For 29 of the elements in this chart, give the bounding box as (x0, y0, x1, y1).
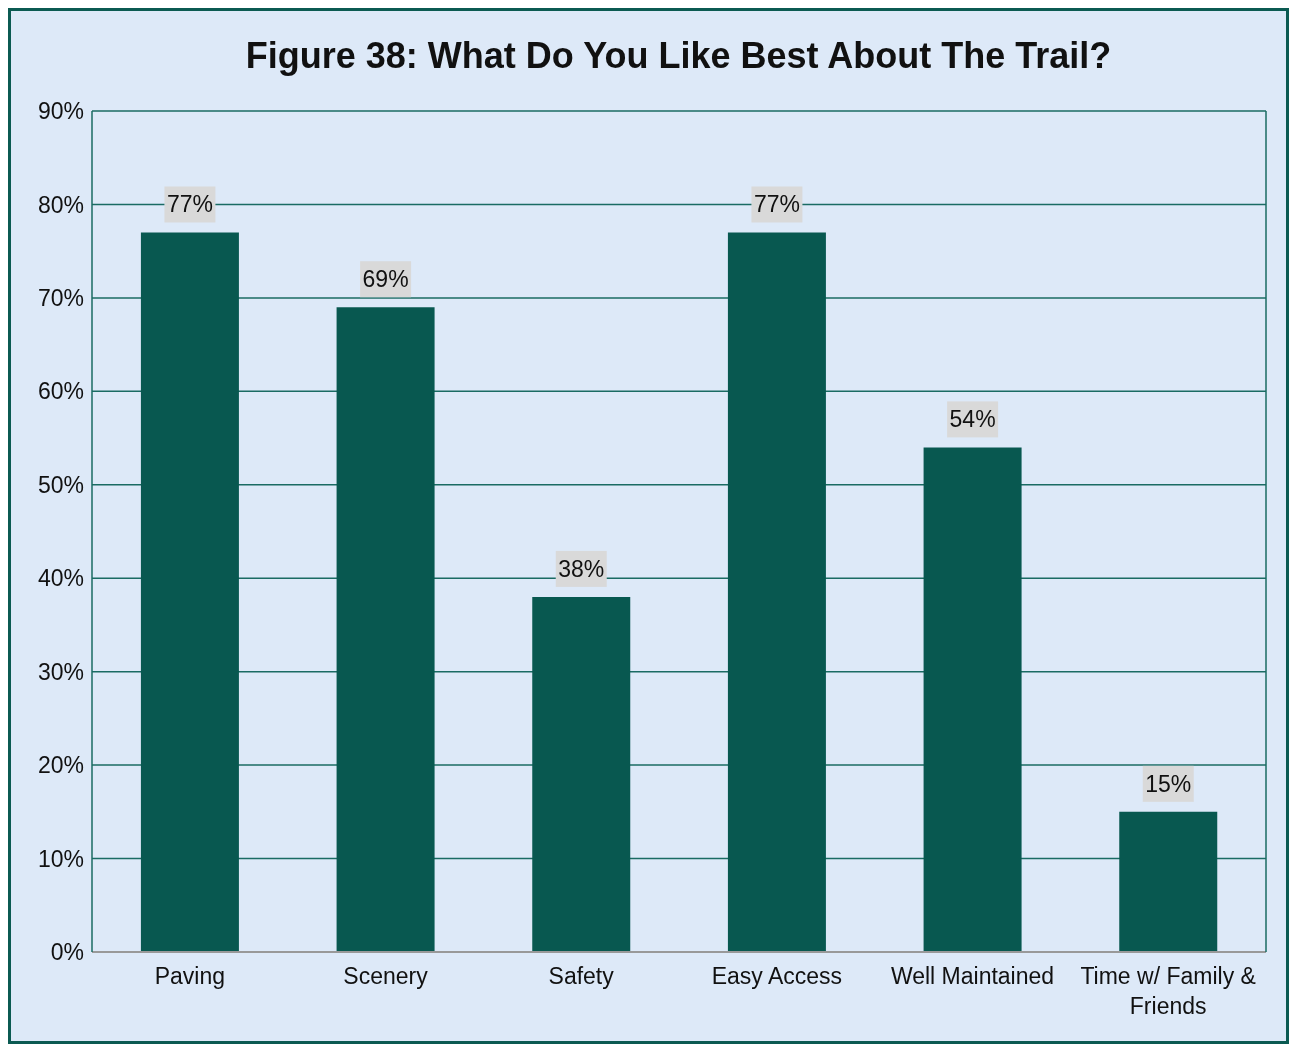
y-tick-label: 30% (37, 658, 84, 685)
x-tick-label: Scenery (343, 963, 429, 989)
y-tick-label: 60% (37, 378, 84, 405)
x-tick-label: Time w/ Family & Friends (1080, 963, 1256, 1019)
bar (532, 596, 631, 952)
y-tick-label: 70% (37, 285, 84, 312)
y-tick-label: 0% (50, 939, 84, 966)
data-label: 15% (1145, 770, 1192, 797)
x-tick-label: Paving (154, 963, 225, 989)
bar (336, 307, 435, 952)
bar (140, 232, 239, 952)
data-label: 54% (949, 406, 996, 433)
x-tick-label: Safety (548, 963, 615, 989)
y-tick-label: 90% (37, 98, 84, 125)
bar (1119, 811, 1218, 952)
data-label: 69% (362, 266, 409, 293)
x-tick-label: Well Maintained (890, 963, 1055, 989)
bar (727, 232, 826, 952)
data-label: 38% (558, 555, 605, 582)
y-tick-label: 20% (37, 752, 84, 779)
x-tick-label: Easy Access (711, 963, 843, 989)
bar (923, 447, 1022, 952)
data-label: 77% (166, 191, 213, 218)
y-tick-label: 50% (37, 471, 84, 498)
data-label: 77% (753, 191, 800, 218)
y-tick-label: 40% (37, 565, 84, 592)
chart-title: Figure 38: What Do You Like Best About The Trail? (245, 35, 1112, 76)
y-tick-label: 80% (37, 191, 84, 218)
y-tick-label: 10% (37, 845, 84, 872)
